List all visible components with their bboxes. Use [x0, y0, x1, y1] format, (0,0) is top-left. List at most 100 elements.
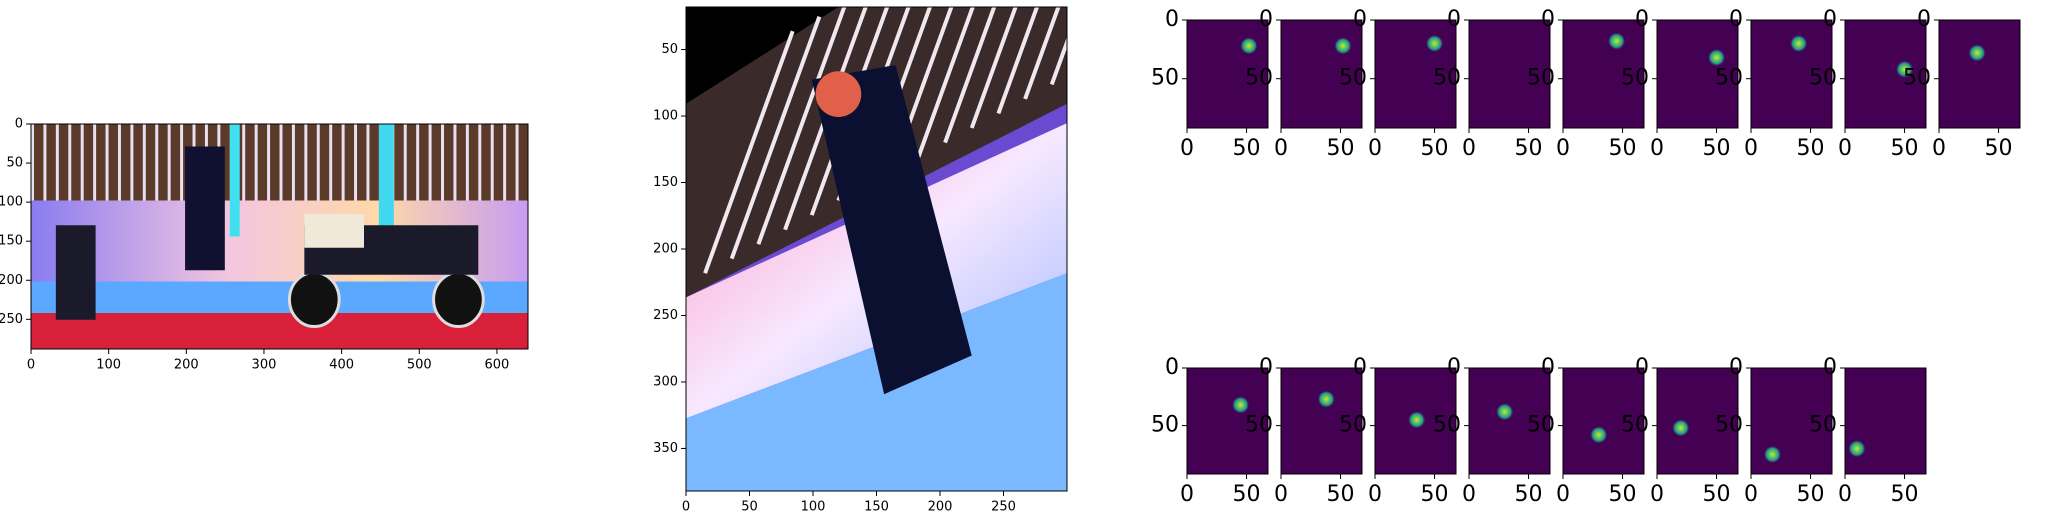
image-region	[686, 273, 1067, 491]
y-tick-label: 50	[1621, 66, 1649, 91]
x-tick-label: 0	[1650, 136, 1664, 161]
axes-frame	[1468, 367, 1551, 475]
image-region	[291, 124, 295, 201]
heatmap-peak	[1495, 402, 1514, 421]
x-tick-label: 0	[1462, 482, 1476, 507]
heatmap-peak	[1317, 390, 1336, 409]
heatmap-peak	[1231, 395, 1250, 414]
image	[1375, 368, 1456, 474]
heatmap-background	[1845, 20, 1926, 128]
y-tick-label: 0	[1917, 7, 1931, 32]
image-region	[403, 124, 407, 201]
y-tick-label: 50	[1151, 66, 1179, 91]
image-region	[515, 124, 519, 201]
image-region	[55, 124, 59, 201]
image-region	[428, 124, 432, 201]
image-region	[756, 7, 847, 245]
x-tick-label: 0	[1274, 136, 1288, 161]
subplot: 0 50 0 50	[1339, 7, 1457, 161]
subplot: 0 50 0 50	[1809, 7, 1927, 161]
axes-frame	[1656, 19, 1739, 129]
image	[1469, 368, 1550, 474]
y-tick-label: 300	[653, 374, 678, 389]
heatmap-background	[1751, 20, 1832, 128]
heatmap-background	[1187, 20, 1268, 128]
y-tick-label: 250	[0, 312, 23, 327]
heatmap-background	[1845, 368, 1926, 474]
image	[1187, 20, 1268, 128]
heatmap-peak	[1789, 34, 1808, 53]
subplot: 0 50 0 50	[1339, 355, 1457, 507]
heatmap-peak	[1707, 48, 1726, 67]
axes-frame	[1186, 367, 1269, 475]
image	[1375, 20, 1456, 128]
image-region	[304, 124, 308, 201]
x-tick-label: 400	[329, 357, 354, 372]
y-tick-label: 0	[1635, 7, 1649, 32]
y-tick-label: 0	[1541, 7, 1555, 32]
heatmap-background	[1469, 368, 1550, 474]
axes-frame	[1938, 19, 2021, 129]
image-region	[432, 271, 485, 328]
subplot: 0 50 0 50	[1809, 355, 1927, 507]
y-tick-label: 0	[1353, 7, 1367, 32]
heatmap-peak	[1589, 425, 1608, 444]
heatmap-background	[1281, 20, 1362, 128]
image-region	[254, 124, 258, 201]
x-tick-label: 50	[1233, 136, 1261, 161]
axes-frame	[30, 123, 529, 350]
x-tick-label: 50	[1421, 482, 1449, 507]
subplot: 0 50 0 50	[1151, 7, 1269, 161]
heatmap-background	[1563, 368, 1644, 474]
image-region	[316, 124, 320, 201]
image-region	[329, 124, 333, 201]
x-tick-label: 0	[1180, 482, 1194, 507]
x-tick-label: 0	[1744, 136, 1758, 161]
image-region	[304, 214, 364, 248]
axes-frame	[1750, 367, 1833, 475]
x-tick-label: 50	[1703, 136, 1731, 161]
image-region	[68, 124, 72, 201]
x-tick-label: 0	[682, 499, 690, 514]
y-tick-label: 50	[1715, 66, 1743, 91]
image-region	[703, 30, 795, 274]
y-tick-label: 50	[1339, 66, 1367, 91]
y-tick-label: 50	[1809, 413, 1837, 438]
y-tick-label: 50	[1151, 413, 1179, 438]
subplot: 0 50 0 50	[1151, 355, 1269, 507]
subplot: 0 50 0 50	[1433, 355, 1551, 507]
y-tick-label: 0	[1823, 7, 1837, 32]
heatmap-peak	[1847, 439, 1866, 458]
image	[1657, 368, 1738, 474]
heatmap-background	[1657, 20, 1738, 128]
image-region	[503, 124, 507, 201]
heatmap-background	[1469, 20, 1550, 128]
y-tick-label: 50	[1245, 66, 1273, 91]
image-region	[155, 124, 159, 201]
x-tick-label: 300	[252, 357, 277, 372]
image	[1657, 20, 1738, 128]
heatmap-peak	[1425, 34, 1444, 53]
heatmap-peak	[1763, 445, 1782, 464]
y-tick-label: 50	[1809, 66, 1837, 91]
image	[686, 7, 1067, 491]
x-tick-label: 50	[1985, 136, 2013, 161]
image	[1751, 20, 1832, 128]
y-tick-label: 0	[1635, 355, 1649, 380]
y-tick-label: 50	[1339, 413, 1367, 438]
y-tick-label: 200	[653, 242, 678, 257]
image-region	[93, 124, 97, 201]
heatmap-background	[1375, 20, 1456, 128]
image-region	[180, 124, 184, 201]
image-region	[130, 124, 134, 201]
image-region	[105, 124, 109, 201]
x-tick-label: 0	[1838, 482, 1852, 507]
subplot: 0 50 0 50	[1715, 7, 1833, 161]
image	[1281, 368, 1362, 474]
x-tick-label: 50	[1515, 482, 1543, 507]
subplot: 0 100 200 300 400 500 600 0 50 100 150 200 250	[0, 117, 529, 372]
x-tick-label: 50	[1797, 482, 1825, 507]
y-tick-label: 0	[1823, 355, 1837, 380]
y-tick-label: 100	[0, 195, 23, 210]
image-region	[916, 7, 975, 158]
